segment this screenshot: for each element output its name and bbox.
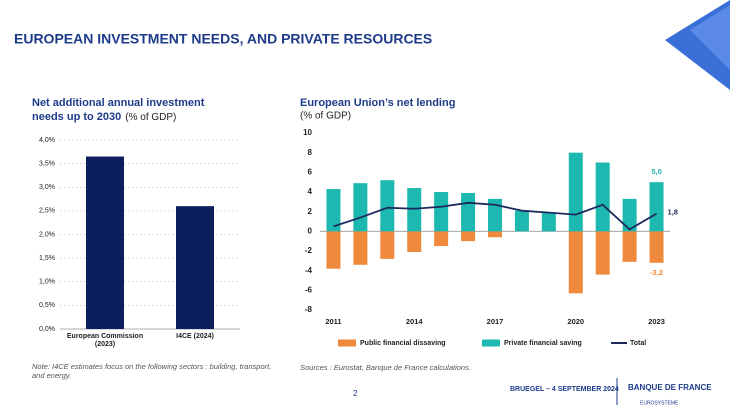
chart-title: needs up to 2030 (% of GDP)	[32, 111, 176, 123]
y-tick-label: 0,5%	[39, 302, 55, 309]
bar	[649, 231, 664, 263]
y-tick-label: 6	[308, 167, 313, 176]
chart-title: European Union’s net lending	[300, 97, 455, 109]
line	[333, 201, 657, 231]
y-tick-label: 3,5%	[39, 160, 55, 167]
decor-triangle	[690, 5, 730, 70]
footer-text: BRUEGEL – 4 SEPTEMBER 2024	[510, 386, 619, 393]
chart-subtitle: (% of GDP)	[125, 112, 176, 123]
bar	[380, 180, 395, 232]
logo-sub: EUROSYSTÈME	[640, 399, 679, 406]
bar	[407, 231, 422, 252]
y-tick-label: -4	[305, 266, 313, 275]
bar	[649, 182, 664, 232]
bar	[461, 231, 476, 242]
y-tick-label: -2	[305, 246, 313, 255]
bar	[488, 198, 502, 232]
x-tick-label: I4CE (2024)	[176, 333, 214, 340]
bar	[176, 206, 214, 329]
y-tick-label: 8	[308, 148, 313, 157]
bar	[434, 231, 449, 247]
y-tick-label: 1,0%	[39, 279, 55, 286]
x-tick-label: 2014	[406, 317, 424, 326]
chart-title: Net additional annual investment	[32, 97, 205, 109]
data-label: -3,2	[650, 268, 663, 277]
x-tick-label: 2017	[487, 317, 504, 326]
y-tick-label: -6	[305, 285, 313, 294]
x-tick-label: European Commission (2023)	[66, 333, 144, 348]
x-tick-label: 2020	[567, 317, 584, 326]
bar	[541, 212, 556, 232]
y-tick-label: 4	[308, 187, 313, 196]
bar	[461, 192, 476, 232]
data-label: 1,8	[668, 208, 678, 217]
bar	[353, 183, 368, 232]
bar	[86, 156, 124, 329]
bar	[407, 188, 422, 232]
y-tick-label: 2,0%	[39, 231, 55, 238]
y-tick-label: 2	[308, 207, 313, 216]
data-label: 5,0	[651, 167, 661, 176]
legend-label: Public financial dissaving	[360, 340, 446, 347]
bar	[622, 231, 637, 262]
bar	[622, 198, 637, 232]
legend-label: Private financial saving	[504, 340, 582, 347]
y-tick-label: 10	[303, 128, 312, 137]
bar	[326, 231, 341, 269]
y-tick-label: -8	[305, 305, 313, 314]
y-tick-label: 0,0%	[39, 326, 55, 333]
y-tick-label: 2,5%	[39, 208, 55, 215]
x-tick-label: 2011	[325, 317, 341, 326]
x-tick-label: 2023	[648, 317, 665, 326]
bar	[595, 231, 610, 275]
page-number: 2	[353, 389, 358, 398]
legend-swatch	[338, 339, 356, 347]
y-tick-label: 4,0%	[39, 137, 55, 144]
y-tick-label: 1,5%	[39, 255, 55, 262]
logo-name: BANQUE DE FRANCE	[628, 383, 712, 392]
sources: Sources : Eurostat, Banque de France cal…	[300, 363, 471, 372]
bar	[380, 231, 395, 259]
bar	[434, 192, 449, 232]
bar	[488, 231, 502, 238]
bar	[595, 162, 610, 232]
bar	[568, 231, 583, 294]
legend-label: Total	[630, 340, 646, 347]
note: Note: I4CE estimates focus on the follow…	[32, 362, 272, 380]
legend-swatch	[482, 339, 500, 347]
bar	[353, 231, 368, 265]
y-tick-label: 3,0%	[39, 184, 55, 191]
chart-subtitle: (% of GDP)	[300, 111, 351, 122]
bar	[568, 152, 583, 232]
bar	[514, 210, 529, 232]
y-tick-label: 0	[308, 226, 313, 235]
bar	[326, 189, 341, 232]
chart-title: needs up to 2030	[32, 111, 121, 123]
page-title: EUROPEAN INVESTMENT NEEDS, AND PRIVATE R…	[14, 31, 432, 47]
